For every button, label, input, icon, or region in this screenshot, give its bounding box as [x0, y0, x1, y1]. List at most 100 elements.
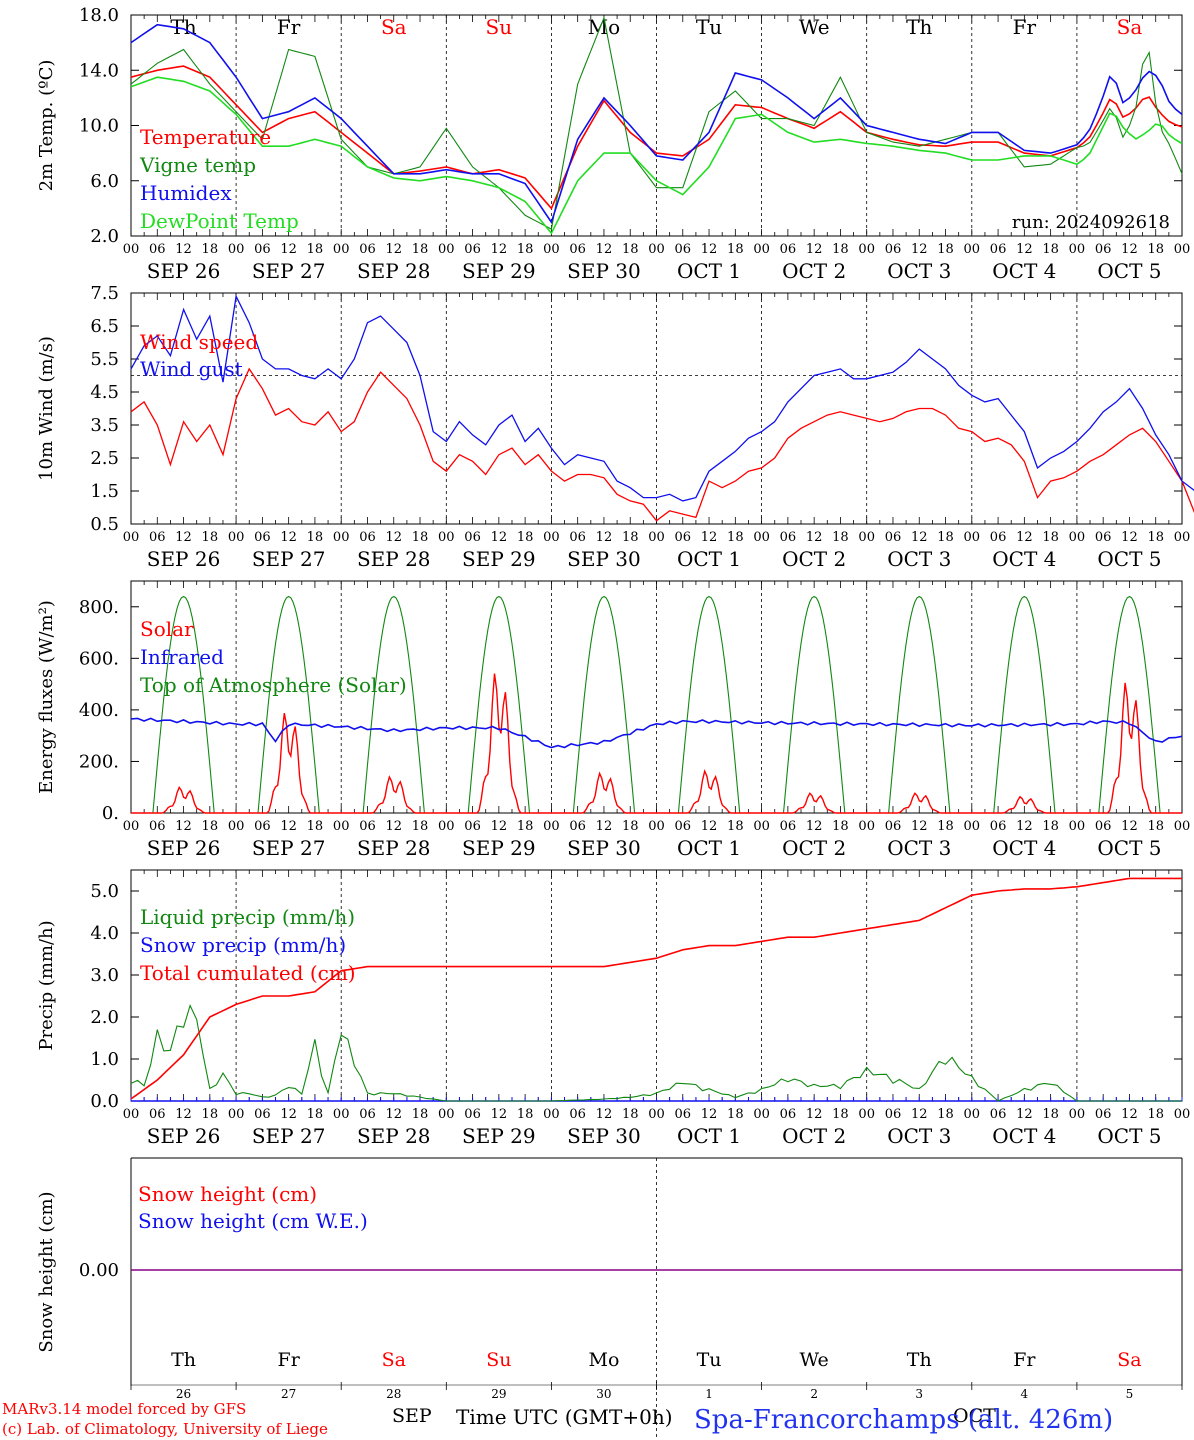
hour-tick-label: 00: [1069, 819, 1086, 834]
hour-tick-label: 12: [1016, 530, 1033, 545]
weekday-label: Su: [486, 1349, 511, 1371]
y-tick-label: 0.0: [90, 1091, 119, 1112]
hour-tick-label: 18: [202, 242, 219, 257]
series-line: [130, 367, 1194, 522]
date-label: OCT 5: [1097, 1124, 1161, 1148]
day-number: 1: [705, 1387, 713, 1401]
date-label: OCT 3: [887, 836, 951, 860]
y-tick-label: 4.5: [90, 382, 119, 403]
date-label: OCT 1: [677, 1124, 741, 1148]
y-tick-label: 200.: [79, 751, 119, 772]
hour-tick-label: 18: [727, 530, 744, 545]
hour-tick-label: 06: [569, 819, 586, 834]
y-tick-label: 10.0: [79, 116, 119, 137]
hour-tick-label: 06: [1095, 1107, 1112, 1122]
y-tick-label: 18.0: [79, 5, 119, 26]
date-label: SEP 27: [252, 547, 326, 571]
y-axis-label: 10m Wind (m/s): [36, 336, 57, 481]
hour-tick-label: 12: [1016, 1107, 1033, 1122]
hour-tick-label: 00: [964, 242, 981, 257]
hour-tick-label: 06: [359, 530, 376, 545]
date-label: OCT 2: [782, 1124, 846, 1148]
hour-tick-label: 00: [648, 1107, 665, 1122]
hour-tick-label: 00: [964, 530, 981, 545]
series-line: [130, 717, 1183, 749]
date-label: SEP 27: [252, 259, 326, 283]
date-label: OCT 1: [677, 836, 741, 860]
hour-tick-label: 06: [885, 530, 902, 545]
date-label: SEP 28: [357, 547, 431, 571]
weekday-label: Mo: [588, 1349, 619, 1371]
time-axis-label: Time UTC (GMT+0h): [456, 1405, 673, 1429]
legend-entry: Snow height (cm): [138, 1182, 317, 1206]
hour-tick-label: 00: [543, 242, 560, 257]
y-axis-label: 2m Temp. (ºC): [36, 60, 57, 192]
hour-tick-label: 18: [622, 242, 639, 257]
series-line: [130, 294, 1194, 502]
hour-tick-label: 18: [1042, 819, 1059, 834]
hour-tick-label: 00: [123, 1107, 140, 1122]
hour-tick-label: 12: [175, 1107, 192, 1122]
hour-tick-label: 00: [438, 530, 455, 545]
series-line: [131, 673, 1182, 814]
hour-tick-label: 18: [412, 1107, 429, 1122]
day-number: 26: [176, 1387, 191, 1401]
hour-tick-label: 18: [832, 242, 849, 257]
hour-tick-label: 12: [1016, 242, 1033, 257]
y-tick-label: 7.5: [90, 283, 119, 304]
y-tick-label: 3.5: [90, 415, 119, 436]
legend-entry: DewPoint Temp: [140, 209, 299, 233]
y-tick-label: 600.: [79, 648, 119, 669]
date-label: SEP 30: [567, 259, 641, 283]
legend-entry: Solar: [140, 617, 194, 641]
hour-tick-label: 06: [569, 530, 586, 545]
date-label: SEP 26: [147, 1124, 221, 1148]
date-label: OCT 3: [887, 1124, 951, 1148]
hour-tick-label: 06: [464, 819, 481, 834]
hour-tick-label: 00: [438, 242, 455, 257]
hour-tick-label: 18: [517, 819, 534, 834]
hour-tick-label: 00: [1174, 819, 1191, 834]
hour-tick-label: 00: [228, 530, 245, 545]
weekday-label: Fr: [277, 15, 301, 39]
legend-entry: Snow precip (mm/h): [140, 933, 346, 957]
y-tick-label: 5.5: [90, 349, 119, 370]
date-label: OCT 2: [782, 836, 846, 860]
hour-tick-label: 00: [333, 819, 350, 834]
hour-tick-label: 00: [1069, 1107, 1086, 1122]
day-number: 28: [386, 1387, 401, 1401]
hour-tick-label: 12: [175, 819, 192, 834]
date-label: SEP 29: [462, 1124, 536, 1148]
series-line: [130, 877, 1182, 1100]
hour-tick-label: 12: [491, 242, 508, 257]
hour-tick-label: 00: [858, 1107, 875, 1122]
hour-tick-label: 18: [832, 530, 849, 545]
hour-tick-label: 12: [806, 242, 823, 257]
hour-tick-label: 06: [1095, 242, 1112, 257]
hour-tick-label: 18: [622, 819, 639, 834]
hour-tick-label: 06: [990, 1107, 1007, 1122]
date-label: OCT 5: [1097, 259, 1161, 283]
series-line: [130, 65, 1183, 210]
date-label: OCT 4: [992, 836, 1056, 860]
hour-tick-label: 06: [780, 819, 797, 834]
hour-tick-label: 06: [990, 242, 1007, 257]
hour-tick-label: 00: [438, 1107, 455, 1122]
hour-tick-label: 18: [307, 242, 324, 257]
y-tick-label: 2.0: [90, 1007, 119, 1028]
hour-tick-label: 12: [911, 819, 928, 834]
hour-tick-label: 12: [596, 1107, 613, 1122]
hour-tick-label: 12: [280, 1107, 297, 1122]
hour-tick-label: 00: [543, 1107, 560, 1122]
hour-tick-label: 12: [701, 1107, 718, 1122]
date-label: SEP 26: [147, 836, 221, 860]
hour-tick-label: 06: [464, 530, 481, 545]
hour-tick-label: 06: [569, 1107, 586, 1122]
legend-entry: Temperature: [140, 125, 271, 149]
hour-tick-label: 12: [385, 530, 402, 545]
hour-tick-label: 18: [937, 242, 954, 257]
hour-tick-label: 18: [727, 819, 744, 834]
hour-tick-label: 12: [175, 530, 192, 545]
hour-tick-label: 12: [596, 530, 613, 545]
weekday-label: Sa: [1117, 15, 1143, 39]
